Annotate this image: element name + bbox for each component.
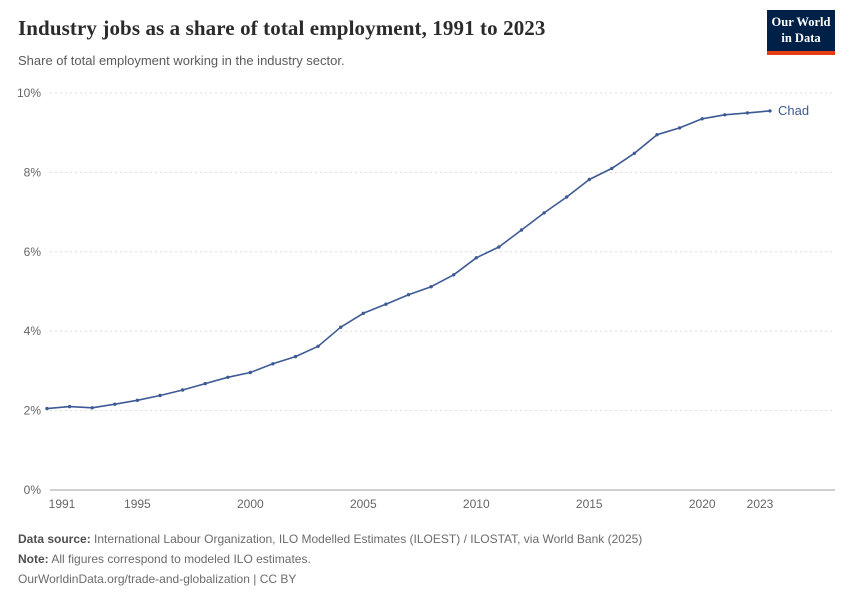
data-point	[90, 406, 94, 410]
data-point	[67, 404, 72, 409]
data-point	[497, 245, 501, 249]
data-source-line: Data source: International Labour Organi…	[18, 529, 828, 549]
data-point	[406, 293, 411, 297]
series-end-label: Chad	[778, 103, 809, 118]
data-point	[565, 195, 569, 199]
data-point	[384, 302, 388, 306]
note-label: Note:	[18, 552, 49, 566]
data-point	[158, 393, 162, 398]
x-tick-label: 2023	[747, 497, 774, 511]
data-point	[542, 211, 546, 215]
line-chart: 0% 2% 4% 6% 8% 10% 1991 1995 2000 2005 2010 2015 202…	[17, 86, 835, 511]
data-point	[452, 273, 456, 277]
note-line: Note: All figures correspond to modeled …	[18, 549, 828, 569]
data-point	[180, 388, 185, 392]
chart-subtitle: Share of total employment working in the…	[18, 53, 345, 68]
data-point	[723, 113, 727, 117]
data-point	[610, 166, 614, 171]
data-point	[632, 151, 637, 155]
data-point	[316, 344, 320, 348]
data-point	[226, 375, 230, 379]
data-point	[745, 111, 750, 115]
data-point	[293, 354, 298, 359]
x-tick-label: 2010	[463, 497, 490, 511]
data-point	[700, 117, 704, 121]
data-point	[474, 256, 478, 260]
series-line-chad	[46, 110, 771, 410]
license-line: OurWorldinData.org/trade-and-globalizati…	[18, 569, 828, 589]
data-point	[339, 325, 343, 329]
note-text: All figures correspond to modeled ILO es…	[51, 552, 311, 566]
owid-logo-accent-bar	[767, 50, 835, 55]
footer: Data source: International Labour Organi…	[18, 529, 828, 589]
y-tick-label: 6%	[24, 245, 42, 259]
x-tick-label: 1995	[124, 497, 151, 511]
data-point	[203, 381, 207, 386]
y-tick-label: 10%	[17, 86, 41, 100]
y-tick-label: 8%	[24, 165, 42, 179]
page-title: Industry jobs as a share of total employ…	[18, 16, 546, 40]
data-point	[768, 109, 772, 113]
owid-link[interactable]: OurWorldinData.org/trade-and-globalizati…	[18, 572, 297, 586]
data-point	[271, 362, 275, 366]
x-tick-label: 1991	[49, 497, 76, 511]
owid-logo-line2: in Data	[781, 31, 821, 46]
x-tick-label: 2020	[689, 497, 716, 511]
data-point	[587, 177, 591, 182]
data-point	[113, 402, 117, 406]
owid-logo: Our World in Data	[767, 10, 835, 55]
data-point	[248, 370, 252, 375]
y-tick-label: 4%	[24, 324, 42, 338]
data-source-label: Data source:	[18, 532, 91, 546]
data-point	[655, 133, 659, 137]
data-point	[519, 228, 524, 232]
data-point	[45, 406, 49, 411]
data-point	[677, 126, 682, 130]
y-tick-label: 2%	[24, 404, 42, 418]
data-point	[429, 285, 433, 289]
owid-logo-line1: Our World	[771, 15, 831, 29]
data-point	[361, 311, 365, 315]
x-tick-label: 2015	[576, 497, 603, 511]
x-tick-label: 2005	[350, 497, 377, 511]
x-tick-label: 2000	[237, 497, 264, 511]
data-source-text: International Labour Organization, ILO M…	[94, 532, 643, 546]
y-tick-label: 0%	[24, 483, 42, 497]
data-point	[135, 398, 140, 402]
